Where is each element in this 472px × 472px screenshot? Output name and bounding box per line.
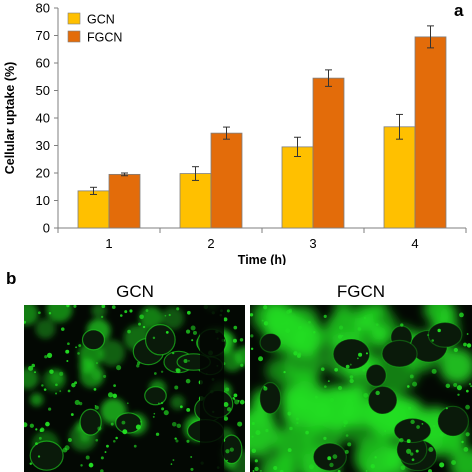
y-axis-label: Cellular uptake (%)	[3, 62, 17, 175]
y-tick-label: 40	[36, 111, 50, 126]
y-tick-label: 0	[43, 221, 50, 236]
panel-label-b: b	[6, 269, 17, 288]
bar-fgcn-3	[312, 77, 345, 229]
bar-gcn-1	[77, 190, 110, 229]
y-tick-label: 80	[36, 1, 50, 16]
fgcn-micrograph	[250, 305, 472, 472]
bar-fgcn-1	[108, 173, 141, 229]
gcn-micrograph	[24, 305, 245, 472]
legend-swatch-fgcn	[67, 30, 81, 43]
bar-gcn-4	[383, 126, 416, 229]
bar-chart: 0 10 20 30 40 50 60 70 80 1 2 3 4 Time (h) Cellular up…	[3, 1, 467, 265]
bar-gcn-2	[179, 173, 212, 229]
legend-label-fgcn: FGCN	[87, 31, 122, 45]
x-tick-label: 1	[105, 236, 112, 251]
bar-fgcn-2	[210, 132, 243, 229]
bar-fgcn-4	[414, 36, 447, 229]
x-axis-label: Time (h)	[238, 253, 286, 265]
fgcn-image-title: FGCN	[336, 282, 386, 301]
legend-label-gcn: GCN	[87, 13, 115, 27]
y-tick-label: 50	[36, 83, 50, 98]
panel-label-a: a	[454, 1, 464, 20]
y-tick-label: 10	[36, 193, 50, 208]
x-tick-label: 2	[207, 236, 214, 251]
y-tick-label: 20	[36, 166, 50, 181]
gcn-image-title: GCN	[116, 282, 154, 301]
y-tick-label: 60	[36, 56, 50, 71]
x-tick-label: 3	[309, 236, 316, 251]
y-tick-label: 70	[36, 28, 50, 43]
bar-gcn-3	[281, 146, 314, 229]
y-tick-label: 30	[36, 138, 50, 153]
legend-swatch-gcn	[67, 12, 81, 25]
x-tick-label: 4	[411, 236, 418, 251]
